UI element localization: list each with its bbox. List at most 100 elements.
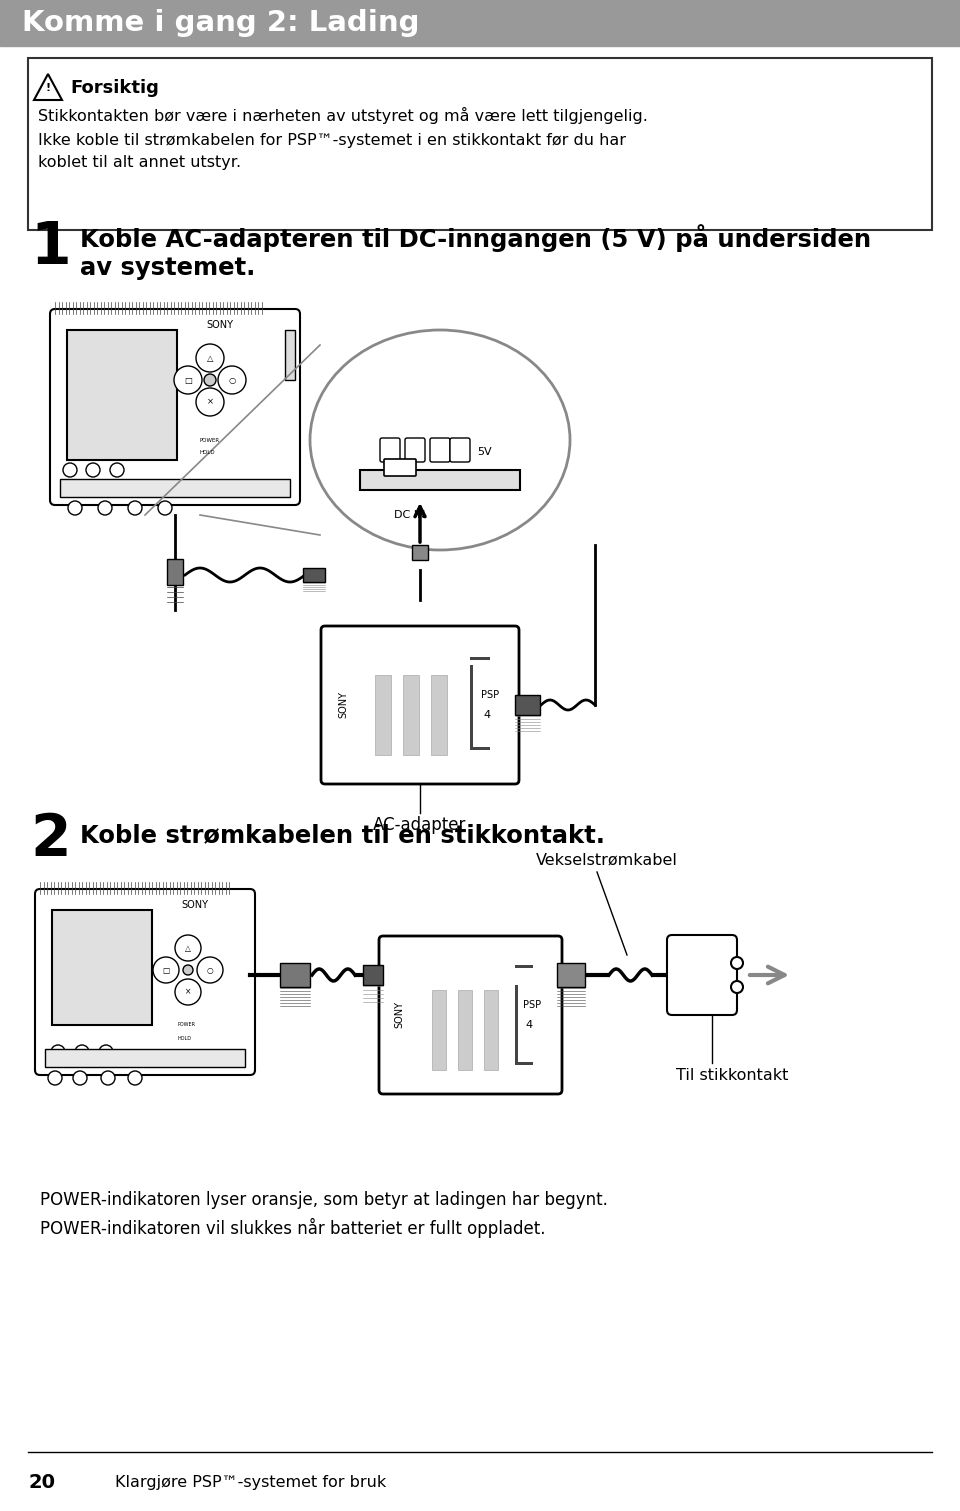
FancyBboxPatch shape <box>405 438 425 462</box>
Bar <box>403 675 419 756</box>
Text: Ikke koble til strømkabelen for PSP™-systemet i en stikkontakt før du har: Ikke koble til strømkabelen for PSP™-sys… <box>38 133 626 148</box>
Text: POWER: POWER <box>178 1023 196 1027</box>
Circle shape <box>101 1071 115 1085</box>
Text: □: □ <box>184 376 192 384</box>
Bar <box>60 479 290 497</box>
Circle shape <box>731 981 743 993</box>
Text: Klargjøre PSP™-systemet for bruk: Klargjøre PSP™-systemet for bruk <box>115 1475 386 1490</box>
Bar <box>285 329 295 379</box>
Text: Vekselstrømkabel: Vekselstrømkabel <box>536 852 678 867</box>
Circle shape <box>48 1071 62 1085</box>
Text: Stikkontakten bør være i nærheten av utstyret og må være lett tilgjengelig.: Stikkontakten bør være i nærheten av uts… <box>38 106 648 124</box>
Circle shape <box>153 956 179 984</box>
Bar <box>470 657 490 660</box>
Circle shape <box>73 1071 87 1085</box>
Bar <box>412 545 428 561</box>
FancyBboxPatch shape <box>35 888 255 1074</box>
Text: SONY: SONY <box>338 692 348 719</box>
Text: HOLD: HOLD <box>178 1035 192 1041</box>
Bar <box>515 966 533 969</box>
FancyBboxPatch shape <box>384 459 416 476</box>
Text: POWER-indikatoren lyser oransje, som betyr at ladingen har begynt.: POWER-indikatoren lyser oransje, som bet… <box>40 1191 608 1209</box>
Circle shape <box>68 502 82 515</box>
Text: 20: 20 <box>28 1473 55 1491</box>
Circle shape <box>63 462 77 477</box>
Text: SONY: SONY <box>394 1002 404 1029</box>
Circle shape <box>204 375 216 385</box>
Text: ×: × <box>206 397 213 406</box>
Text: SONY: SONY <box>206 320 233 329</box>
FancyBboxPatch shape <box>380 438 400 462</box>
Circle shape <box>99 1046 113 1059</box>
Bar <box>360 470 520 490</box>
Text: Komme i gang 2: Lading: Komme i gang 2: Lading <box>22 9 420 36</box>
Text: ○: ○ <box>206 966 213 975</box>
Text: △: △ <box>206 354 213 363</box>
Ellipse shape <box>310 329 570 550</box>
Text: 4: 4 <box>484 710 491 721</box>
Text: koblet til alt annet utstyr.: koblet til alt annet utstyr. <box>38 156 241 171</box>
Text: SONY: SONY <box>181 901 208 910</box>
FancyBboxPatch shape <box>321 626 519 784</box>
Text: □: □ <box>162 966 170 975</box>
Bar <box>470 665 473 749</box>
Bar <box>515 1062 533 1065</box>
Circle shape <box>183 966 193 975</box>
Text: △: △ <box>185 943 191 952</box>
Text: 5V: 5V <box>478 447 492 456</box>
Text: AC-adapter: AC-adapter <box>373 816 467 834</box>
Text: POWER-indikatoren vil slukkes når batteriet er fullt oppladet.: POWER-indikatoren vil slukkes når batter… <box>40 1218 545 1238</box>
Bar <box>375 675 391 756</box>
FancyBboxPatch shape <box>430 438 450 462</box>
Bar <box>28 57 932 230</box>
Bar <box>167 559 183 585</box>
FancyBboxPatch shape <box>667 935 737 1015</box>
Text: av systemet.: av systemet. <box>80 255 255 280</box>
Text: !: ! <box>45 83 51 94</box>
Text: Forsiktig: Forsiktig <box>70 79 158 97</box>
Circle shape <box>175 979 201 1005</box>
Bar <box>363 966 383 985</box>
Text: Koble AC-adapteren til DC-inngangen (5 V) på undersiden: Koble AC-adapteren til DC-inngangen (5 V… <box>80 224 871 252</box>
Bar <box>67 329 177 459</box>
Circle shape <box>110 462 124 477</box>
FancyBboxPatch shape <box>450 438 470 462</box>
Circle shape <box>98 502 112 515</box>
Circle shape <box>51 1046 65 1059</box>
Circle shape <box>128 1071 142 1085</box>
Bar <box>458 990 472 1070</box>
Text: Koble strømkabelen til en stikkontakt.: Koble strømkabelen til en stikkontakt. <box>80 823 605 848</box>
Circle shape <box>174 366 202 394</box>
Text: ○: ○ <box>228 376 235 384</box>
Bar <box>484 990 498 1070</box>
FancyBboxPatch shape <box>50 310 300 505</box>
Circle shape <box>175 935 201 961</box>
Bar <box>52 910 152 1024</box>
Circle shape <box>158 502 172 515</box>
Bar <box>515 695 540 715</box>
Circle shape <box>731 956 743 969</box>
Bar <box>515 985 518 1065</box>
Text: PSP: PSP <box>481 691 499 700</box>
Text: 4: 4 <box>525 1020 533 1031</box>
Text: PSP: PSP <box>523 1000 541 1009</box>
Bar <box>303 568 325 582</box>
Text: ×: × <box>185 988 191 996</box>
Text: 2: 2 <box>30 811 71 869</box>
FancyBboxPatch shape <box>379 935 562 1094</box>
Bar <box>0 0 960 45</box>
Circle shape <box>86 462 100 477</box>
Circle shape <box>218 366 246 394</box>
Bar <box>432 990 446 1070</box>
Bar <box>45 1049 245 1067</box>
Bar <box>557 963 585 987</box>
Text: POWER: POWER <box>200 438 220 443</box>
Bar <box>470 746 490 749</box>
Text: DC IN: DC IN <box>395 511 425 520</box>
Bar <box>431 675 447 756</box>
Circle shape <box>196 388 224 416</box>
Text: 1: 1 <box>30 219 71 277</box>
Circle shape <box>197 956 223 984</box>
Bar <box>280 963 310 987</box>
Text: Til stikkontakt: Til stikkontakt <box>676 1067 788 1082</box>
